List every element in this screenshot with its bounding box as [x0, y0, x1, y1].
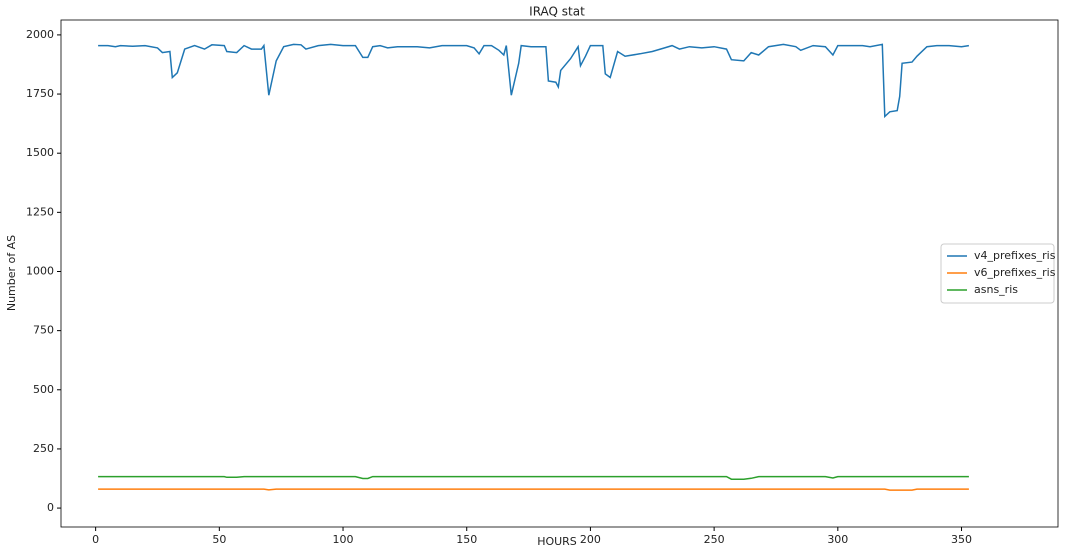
y-tick-label: 1000 — [26, 264, 54, 277]
legend-label: asns_ris — [974, 283, 1018, 296]
x-axis-label: HOURS — [537, 535, 577, 548]
x-tick-label: 50 — [212, 533, 226, 546]
x-tick-label: 300 — [827, 533, 848, 546]
legend-label: v6_prefixes_ris — [974, 266, 1056, 279]
y-tick-label: 1750 — [26, 87, 54, 100]
y-tick-label: 1500 — [26, 146, 54, 159]
y-tick-label: 1250 — [26, 205, 54, 218]
series-line — [98, 488, 969, 491]
y-tick-label: 0 — [47, 501, 54, 514]
x-tick-label: 100 — [333, 533, 354, 546]
plot-frame — [60, 19, 1059, 528]
legend-box — [940, 243, 1055, 304]
legend-label: v4_prefixes_ris — [974, 249, 1056, 262]
series-line — [98, 475, 969, 480]
y-axis-label: Number of AS — [5, 235, 18, 311]
x-tick-label: 150 — [456, 533, 477, 546]
x-tick-label: 200 — [580, 533, 601, 546]
series-line — [98, 43, 970, 119]
x-tick-label: 250 — [704, 533, 725, 546]
y-tick-label: 250 — [33, 442, 54, 455]
y-tick-label: 750 — [33, 324, 54, 337]
x-tick-label: 350 — [951, 533, 972, 546]
x-tick-label: 0 — [92, 533, 99, 546]
chart-title: IRAQ stat — [529, 5, 585, 19]
y-tick-label: 500 — [33, 383, 54, 396]
y-tick-label: 2000 — [26, 28, 54, 41]
